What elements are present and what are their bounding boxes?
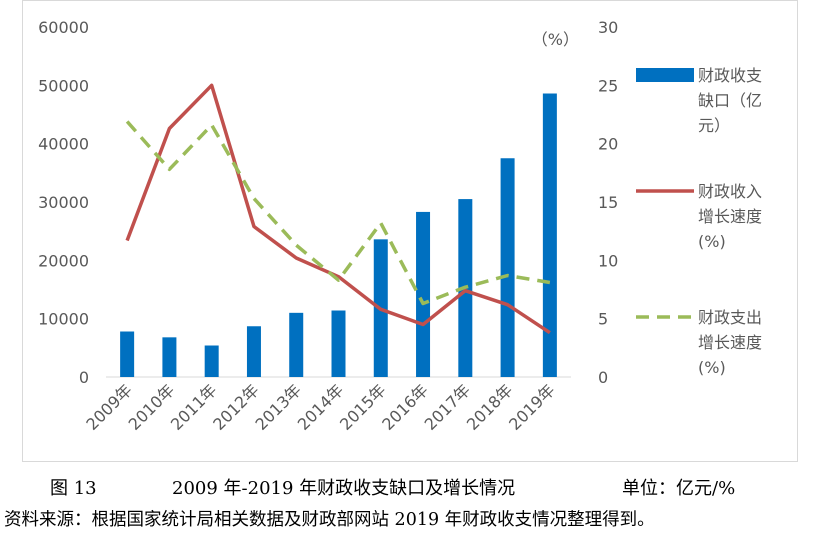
y-left-tick-label: 10000 — [38, 310, 89, 329]
y-right-tick-label: 30 — [598, 18, 618, 37]
data-source-note: 资料来源：根据国家统计局相关数据及财政部网站 2019 年财政收支情况整理得到。 — [4, 510, 655, 530]
x-tick-label: 2017年 — [421, 380, 475, 434]
legend-label: 增长速度 — [698, 207, 762, 226]
figure-unit: 单位：亿元/% — [622, 478, 736, 499]
legend-label: 财政收支 — [698, 66, 762, 85]
x-tick-label: 2013年 — [252, 380, 306, 434]
y-right-tick-label: 0 — [598, 368, 608, 387]
y-right-tick-label: 5 — [598, 310, 608, 329]
y-left-tick-label: 50000 — [38, 76, 89, 95]
x-tick-label: 2011年 — [167, 380, 221, 434]
legend-label: 缺口（亿 — [698, 91, 762, 110]
y-left-tick-label: 20000 — [38, 251, 89, 270]
bar-fiscal-gap — [542, 93, 557, 377]
y-left-tick-label: 60000 — [38, 18, 89, 37]
y-left-tick-label: 30000 — [38, 193, 89, 212]
bar-fiscal-gap — [120, 331, 135, 377]
legend-label: 财政支出 — [698, 308, 762, 327]
legend-label: (%) — [698, 358, 726, 377]
line-revenue-growth — [125, 83, 551, 335]
y-left-tick-label: 0 — [79, 368, 89, 387]
bar-fiscal-gap — [416, 211, 431, 377]
y-right-tick-label: 15 — [598, 193, 618, 212]
x-tick-label: 2015年 — [336, 380, 390, 434]
bar-fiscal-gap — [331, 310, 346, 377]
bar-fiscal-gap — [162, 337, 177, 377]
legend-label: (%) — [698, 232, 726, 251]
legend-label: 增长速度 — [698, 333, 762, 352]
y-right-tick-label: 20 — [598, 135, 618, 154]
legend-label: 财政收入 — [698, 182, 762, 201]
x-tick-label: 2019年 — [505, 380, 559, 434]
x-tick-label: 2009年 — [82, 380, 136, 434]
x-tick-label: 2010年 — [125, 380, 179, 434]
bar-fiscal-gap — [246, 326, 261, 377]
y-right-tick-label: 25 — [598, 76, 618, 95]
x-tick-label: 2018年 — [463, 380, 517, 434]
bar-fiscal-gap — [500, 158, 515, 377]
y-right-unit-label: （%） — [532, 30, 579, 49]
figure-number: 图 13 — [50, 478, 97, 499]
bar-fiscal-gap — [289, 312, 304, 377]
bar-fiscal-gap — [204, 345, 219, 377]
x-tick-label: 2014年 — [294, 380, 348, 434]
legend-label: 元） — [698, 116, 730, 135]
chart-svg: 0 10000 20000 30000 40000 50000 60000 0 5 10 15 20 2… — [38, 18, 762, 434]
x-tick-label: 2012年 — [209, 380, 263, 434]
legend-swatch-bar — [636, 68, 694, 82]
figure-title: 2009 年-2019 年财政收支缺口及增长情况 — [172, 478, 516, 499]
chart-area: 0 10000 20000 30000 40000 50000 60000 0 5 10 15 20 2… — [22, 0, 798, 462]
y-right-tick-label: 10 — [598, 251, 618, 270]
y-left-tick-label: 40000 — [38, 135, 89, 154]
x-tick-label: 2016年 — [378, 380, 432, 434]
